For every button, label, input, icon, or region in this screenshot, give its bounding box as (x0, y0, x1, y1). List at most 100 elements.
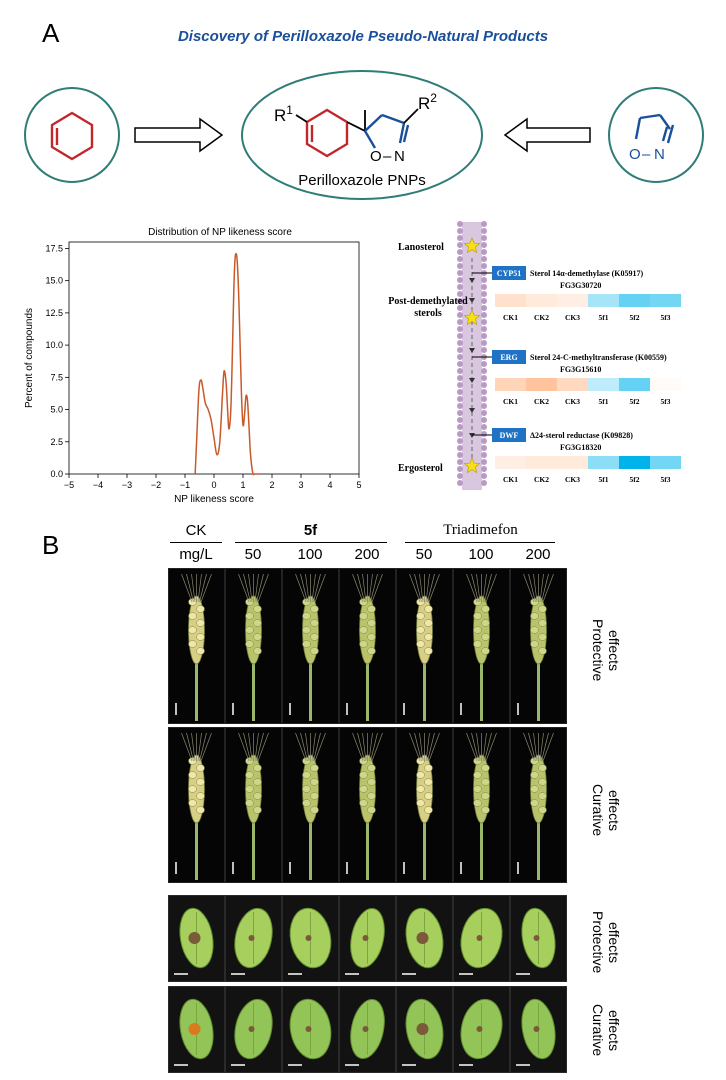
wheat-photo (510, 568, 567, 724)
wheat-photo (168, 727, 225, 883)
lipid-head (457, 249, 463, 255)
x-tick-label: −5 (64, 480, 74, 490)
heatmap-column-label: CK1 (503, 397, 518, 406)
chart-x-label: NP likeness score (174, 494, 254, 505)
star-icon (463, 309, 481, 326)
gene-tag-label: DWF (500, 431, 519, 440)
y-tick-label: 5.0 (50, 405, 63, 415)
row-label-leaf-curative: Curative effects (576, 990, 636, 1070)
lipid-head (481, 473, 487, 479)
row-label-line2: effects (606, 629, 622, 671)
down-arrow-icon (469, 298, 475, 303)
heatmap-cell (495, 294, 526, 307)
y-tick-label: 2.5 (50, 437, 63, 447)
cyclohexene-structure (50, 111, 94, 161)
heatmap-column-label: 5f1 (599, 475, 609, 484)
x-tick-label: 5 (356, 480, 361, 490)
lipid-head (481, 228, 487, 234)
chart-y-label: Percent of compounds (24, 308, 35, 408)
center-atom-dash: – (383, 148, 392, 165)
lipid-head (481, 480, 487, 486)
lipid-head (457, 452, 463, 458)
gene-tag-label: CYP51 (497, 269, 521, 278)
left-arrow-icon (503, 117, 591, 153)
lipid-head (457, 382, 463, 388)
lipid-head (457, 326, 463, 332)
header-5f-rule (235, 542, 387, 543)
wheat-photo (453, 568, 510, 724)
down-arrow-icon (469, 408, 475, 413)
lipid-head (457, 333, 463, 339)
sterol-pathway-diagram: CYP51 Sterol 14α-demethylase (K05917) FG3G… (388, 221, 681, 490)
metabolite-ergosterol: Ergosterol (398, 463, 443, 474)
lipid-head (481, 312, 487, 318)
leaf-photo (168, 986, 225, 1073)
wheat-photo-grid (168, 568, 567, 883)
lipid-head (457, 361, 463, 367)
lipid-head (457, 347, 463, 353)
lipid-head (457, 417, 463, 423)
heatmap-cell (557, 378, 588, 391)
panel-b-letter: B (42, 530, 60, 560)
heatmap-cell (619, 456, 650, 469)
isox-atom-o: O (629, 146, 641, 163)
lipid-head (457, 235, 463, 241)
x-tick-label: 0 (211, 480, 216, 490)
center-atom-o: O (370, 148, 382, 165)
center-isoxazoline (363, 113, 410, 149)
wheat-photo (453, 727, 510, 883)
heatmap-column-label: CK2 (534, 313, 549, 322)
row-label-line1: Curative (590, 783, 606, 837)
heatmap-column-label: CK3 (565, 313, 580, 322)
wheat-photo (282, 727, 339, 883)
r2-label: R2 (418, 91, 437, 113)
gene-name: Sterol 24-C-methyltransferase (K00559) (530, 353, 667, 362)
chart-y-ticks: 0.0 2.5 5.0 7.5 10.0 12.5 15.0 17.5 (45, 243, 69, 479)
lipid-head (481, 417, 487, 423)
header-triadimefon-rule (405, 542, 555, 543)
perilloxazole-ellipse (241, 70, 483, 200)
lipid-head (481, 375, 487, 381)
lipid-head (481, 305, 487, 311)
wheat-photo (282, 568, 339, 724)
heatmap-column-label: CK3 (565, 475, 580, 484)
lipid-head (481, 452, 487, 458)
gene-tag-0 (492, 266, 526, 280)
row-label-leaf-protective: Protective effects (576, 902, 636, 982)
y-tick-label: 12.5 (45, 308, 63, 318)
leaf-photo (225, 895, 282, 982)
lipid-head (481, 284, 487, 290)
star-icon (463, 237, 481, 254)
lipid-head (481, 424, 487, 430)
metabolite-post-demethylated: Post-demethylated sterols (388, 296, 468, 319)
heatmap-cell (619, 378, 650, 391)
lesion (476, 1026, 483, 1032)
heatmap-cell (495, 456, 526, 469)
lipid-head (457, 284, 463, 290)
lipid-head (481, 256, 487, 262)
lipid-head (481, 459, 487, 465)
lipid-head (481, 235, 487, 241)
lipid-head (457, 305, 463, 311)
x-tick-label: −1 (180, 480, 190, 490)
lipid-head (481, 277, 487, 283)
gene-tag-1 (492, 350, 526, 364)
lipid-head (457, 466, 463, 472)
leaf-photo (339, 895, 396, 982)
x-tick-label: −4 (93, 480, 103, 490)
membrane-strip (457, 221, 487, 490)
lipid-head (481, 466, 487, 472)
lesion (188, 1023, 201, 1035)
lipid-head (481, 445, 487, 451)
header-ck: CK (185, 522, 207, 539)
lesion (248, 935, 255, 941)
heatmap-column-label: CK3 (565, 397, 580, 406)
y-tick-label: 17.5 (45, 243, 63, 253)
leaf-photo (282, 986, 339, 1073)
dose-tri-200: 200 (525, 546, 551, 563)
row-label-wheat-protective: Protective effects (576, 610, 636, 690)
center-cyclohexene (305, 108, 349, 158)
header-5f: 5f (303, 522, 318, 539)
leaf-photo (453, 986, 510, 1073)
heatmap-cell (650, 456, 681, 469)
